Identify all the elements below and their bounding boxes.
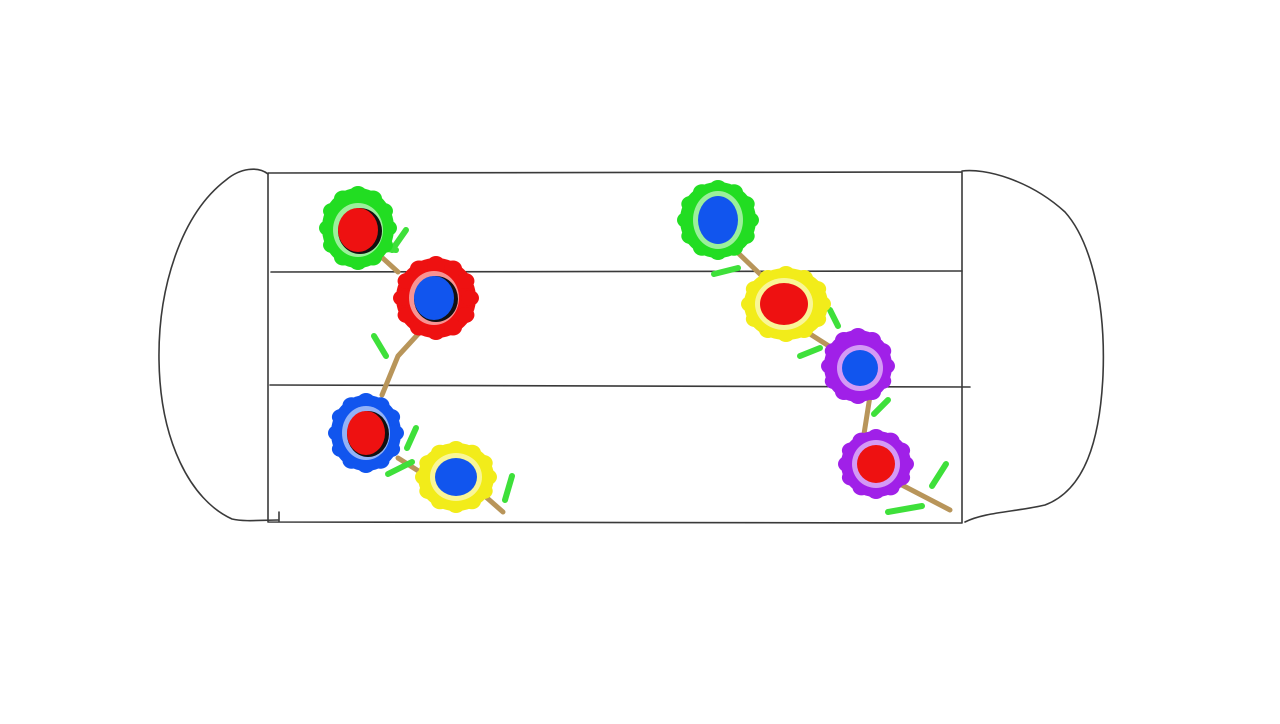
- flower-center: [414, 276, 454, 320]
- flower-petal-bump: [824, 373, 843, 389]
- flower-petal-bump: [741, 212, 759, 228]
- leaf: [827, 307, 841, 329]
- flower-petal-bump: [357, 457, 375, 473]
- flower-petal-bump: [393, 290, 411, 306]
- flower-center: [857, 445, 895, 483]
- leaf: [502, 473, 515, 503]
- leaf: [871, 397, 891, 417]
- flower-petal-bump: [896, 456, 914, 472]
- flower-petal-bump: [777, 266, 795, 282]
- mask-pleat-line: [270, 270, 963, 273]
- flower-petal-bump: [410, 319, 428, 336]
- flower-petal-bump: [415, 469, 433, 485]
- flower-right-4: [838, 429, 914, 499]
- flowers: [319, 180, 914, 513]
- flower-petal-bump: [849, 328, 867, 344]
- leaf: [711, 265, 741, 277]
- flower-petal-bump: [795, 321, 813, 338]
- flower-left-3: [328, 393, 404, 473]
- flower-center: [435, 458, 477, 496]
- flower-petal-bump: [813, 296, 831, 312]
- flower-petal-bump: [808, 311, 827, 327]
- flower-petal-bump: [364, 190, 382, 207]
- leaf: [929, 461, 949, 489]
- stem: [379, 329, 423, 398]
- flower-petal-bump: [863, 332, 881, 349]
- flower-center: [760, 283, 808, 325]
- flower-petal-bump: [349, 254, 367, 270]
- leaf: [797, 345, 823, 359]
- stem: [732, 247, 765, 279]
- flower-petal-bump: [410, 260, 428, 277]
- leaf: [385, 459, 415, 477]
- flower-center: [347, 411, 385, 455]
- flower-petal-bump: [835, 383, 853, 400]
- flower-petal-bump: [444, 260, 462, 277]
- flower-left-2: [393, 256, 479, 340]
- flower-petal-bump: [323, 203, 342, 219]
- flower-petal-bump: [681, 196, 700, 212]
- flower-petal-bump: [681, 228, 700, 244]
- flower-petal-bump: [835, 332, 853, 349]
- flower-petal-bump: [397, 273, 416, 289]
- flower-petal-bump: [824, 343, 843, 359]
- face-mask: [158, 168, 1105, 524]
- mask-body-outline: [267, 171, 963, 524]
- flower-petal-bump: [838, 456, 856, 472]
- flower-petal-bump: [386, 425, 404, 441]
- flower-right-2: [741, 266, 831, 342]
- flower-center: [698, 196, 738, 244]
- flower-right-1: [677, 180, 759, 260]
- leaf: [389, 227, 409, 253]
- flower-petal-bump: [736, 196, 755, 212]
- left-ear-loop: [158, 168, 279, 522]
- flower-petal-bump: [397, 307, 416, 323]
- stem: [861, 393, 873, 437]
- flower-petal-bump: [444, 319, 462, 336]
- flower-right-3: [821, 328, 895, 404]
- flower-petal-bump: [777, 326, 795, 342]
- flower-left-1: [319, 186, 397, 270]
- flower-petal-bump: [447, 441, 465, 457]
- flower-petal-bump: [349, 186, 367, 202]
- flower-petal-bump: [741, 296, 759, 312]
- right-ear-loop: [961, 169, 1105, 523]
- flower-petal-bump: [334, 190, 352, 207]
- flower-center: [338, 208, 378, 252]
- flower-petal-bump: [795, 270, 813, 287]
- flower-petal-bump: [427, 256, 445, 272]
- flower-petal-bump: [427, 324, 445, 340]
- flower-petal-bump: [677, 212, 695, 228]
- flower-petal-bump: [357, 393, 375, 409]
- flower-petal-bump: [447, 497, 465, 513]
- flower-petal-bump: [319, 220, 337, 236]
- flower-petal-bump: [479, 469, 497, 485]
- flower-petal-bump: [456, 307, 475, 323]
- flower-petal-bump: [808, 281, 827, 297]
- flower-petal-bump: [821, 358, 839, 374]
- flower-petal-bump: [461, 290, 479, 306]
- flower-petal-bump: [374, 203, 393, 219]
- flower-petal-bump: [849, 388, 867, 404]
- flower-petal-bump: [456, 273, 475, 289]
- flower-left-4: [415, 441, 497, 513]
- flower-petal-bump: [736, 228, 755, 244]
- flower-petal-bump: [379, 220, 397, 236]
- leaf: [404, 425, 419, 451]
- flower-petal-bump: [328, 425, 346, 441]
- leaf: [885, 503, 925, 515]
- leaf: [371, 333, 389, 359]
- flower-center: [842, 350, 878, 386]
- stem: [897, 481, 953, 513]
